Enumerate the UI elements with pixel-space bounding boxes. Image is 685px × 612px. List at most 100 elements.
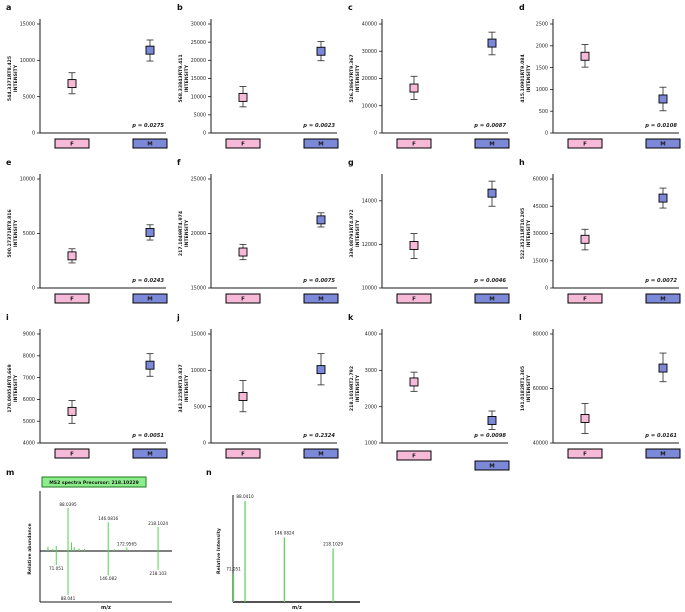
group-box-m (303, 448, 339, 459)
y-tick-label: 1000 (365, 441, 377, 447)
y-tick-label: 12000 (362, 242, 377, 248)
y-tick-label: 7000 (23, 375, 35, 381)
group-box-m (645, 138, 681, 149)
panel-letter: k (348, 313, 354, 322)
group-box-m (474, 293, 510, 304)
group-box-label-f: F (583, 142, 587, 148)
y-tick-label: 5000 (23, 94, 35, 100)
dotplot-h: 0 15000 30000 45000 60000 522.35211RT10.295 IN… (520, 174, 681, 304)
y-tick-label: 10000 (20, 58, 35, 64)
panel-letter: j (177, 313, 180, 322)
panel-l: l 40000 60000 80000 191.0182RT1.305 INTENSITY… (513, 310, 684, 465)
group-box-m (645, 448, 681, 459)
y-tick-label: 30000 (533, 231, 548, 237)
peak-label: 88.0395 (59, 502, 77, 507)
p-value-label: p = 0.0023 (302, 123, 335, 129)
y-tick-label: 15000 (533, 258, 548, 264)
group-box-label-f: F (70, 452, 74, 458)
y-axis-label-intensity: INTENSITY (526, 64, 532, 92)
y-tick-label: 5000 (23, 231, 35, 237)
group-box-label-m: M (489, 142, 494, 148)
group-box-m (474, 460, 510, 471)
y-axis-label-id: 218.1019RT2.792 (349, 366, 355, 411)
group-box-m (303, 293, 339, 304)
panel-e: e 0 5000 10000 500.27371RT8.816 INTENSITY p = … (0, 155, 171, 310)
group-box-f (567, 138, 603, 149)
y-axis-label-intensity: INTENSITY (13, 219, 19, 247)
marker-f (67, 79, 77, 89)
dotplot-b: 0 5000 10000 15000 20000 25000 30000 568.33843R… (178, 19, 339, 149)
group-box-m (132, 448, 168, 459)
y-tick-label: 30000 (191, 22, 206, 28)
group-box-label-f: F (412, 454, 416, 460)
marker-m (316, 46, 326, 56)
group-box-f (225, 293, 261, 304)
peak-label: 88.041 (61, 596, 76, 601)
group-box-label-m: M (660, 452, 665, 458)
y-tick-label: 20000 (191, 231, 206, 237)
y-tick-label: 0 (203, 131, 206, 137)
y-axis-label-intensity: INTENSITY (355, 219, 361, 247)
y-axis-label-id: 191.0182RT1.305 (520, 366, 526, 411)
group-box-label-m: M (147, 142, 152, 148)
peak-label: 218.103 (149, 571, 167, 576)
panel-g: g 10000 12000 14000 339.08791RT4.972 INTENSIT… (342, 155, 513, 310)
panel-letter: h (519, 158, 525, 167)
group-box-f (54, 448, 90, 459)
y-axis-label-intensity: INTENSITY (526, 219, 532, 247)
peak-label: 71.051 (226, 567, 241, 572)
y-tick-label: 15000 (20, 22, 35, 28)
spectrum: 71.051 88.0410 146.0824 218.1029 Relative In… (216, 494, 360, 611)
y-tick-label: 80000 (533, 332, 548, 338)
y-tick-label: 4000 (23, 441, 35, 447)
marker-m (316, 365, 326, 375)
dotplot-l: 40000 60000 80000 191.0182RT1.305 INTENSITY p… (520, 329, 681, 459)
panel-letter: d (519, 3, 525, 12)
group-box-f (396, 450, 432, 461)
group-box-label-f: F (241, 297, 245, 303)
y-tick-label: 3000 (365, 368, 377, 374)
p-value-label: p = 0.0087 (473, 123, 506, 129)
y-axis-label: Relative abundance (27, 523, 33, 574)
group-box-label-m: M (318, 142, 323, 148)
peak-label: 71.051 (49, 566, 64, 571)
group-box-label-m: M (318, 297, 323, 303)
marker-f (409, 83, 419, 93)
dotplot-j: 0 5000 10000 15000 343.2258RT10.837 INTENSITY… (178, 329, 339, 459)
y-axis-label-id: 522.35211RT10.295 (520, 208, 526, 260)
marker-f (238, 392, 248, 401)
ms2-header-box (41, 476, 147, 488)
group-box-label-m: M (489, 464, 494, 470)
group-box-m (132, 293, 168, 304)
y-axis-label-id: 343.2258RT10.837 (178, 364, 184, 412)
y-tick-label: 10000 (362, 286, 377, 292)
y-tick-label: 2000 (536, 44, 548, 50)
y-axis-label-id: 217.1049RT4.974 (178, 211, 184, 256)
p-value-label: p = 0.0075 (302, 278, 335, 284)
group-box-label-f: F (412, 142, 416, 148)
panel-d: d 0 500 1000 1500 2000 2500 415.10901RT9.084 INT… (513, 0, 684, 155)
panel-c: c 0 10000 20000 30000 40000 526.28667RT9.367 IN… (342, 0, 513, 155)
panel-n: n 71.051 88.0410 146.0824 218.1029 Relative I… (200, 465, 375, 612)
y-axis-label-intensity: INTENSITY (526, 374, 532, 402)
dotplot-i: 4000 5000 6000 7000 8000 9000 170.09054RT0.669… (7, 329, 168, 459)
panel-letter: f (177, 158, 181, 167)
marker-f (67, 406, 77, 416)
dotplot-f: 15000 20000 25000 217.1049RT4.974 INTENSITY p… (178, 174, 339, 304)
y-axis-label-id: 526.28667RT9.367 (349, 54, 355, 102)
y-tick-label: 0 (32, 131, 35, 137)
panel-letter: e (6, 158, 12, 167)
y-axis-label-intensity: INTENSITY (13, 374, 19, 402)
panel-i: i 4000 5000 6000 7000 8000 9000 170.09054RT0.66… (0, 310, 171, 465)
y-axis-label-intensity: INTENSITY (355, 64, 361, 92)
panel-letter: b (177, 3, 183, 12)
dotplot-a: 0 5000 10000 15000 544.3371RT8.425 INTENSITY p… (7, 19, 168, 149)
y-tick-label: 0 (32, 286, 35, 292)
y-tick-label: 60000 (533, 386, 548, 392)
y-tick-label: 10000 (362, 103, 377, 109)
p-value-label: p = 0.0108 (644, 123, 677, 129)
y-axis-label-id: 339.08791RT4.972 (349, 209, 355, 257)
p-value-label: p = 0.0243 (131, 278, 164, 284)
group-box-f (225, 448, 261, 459)
